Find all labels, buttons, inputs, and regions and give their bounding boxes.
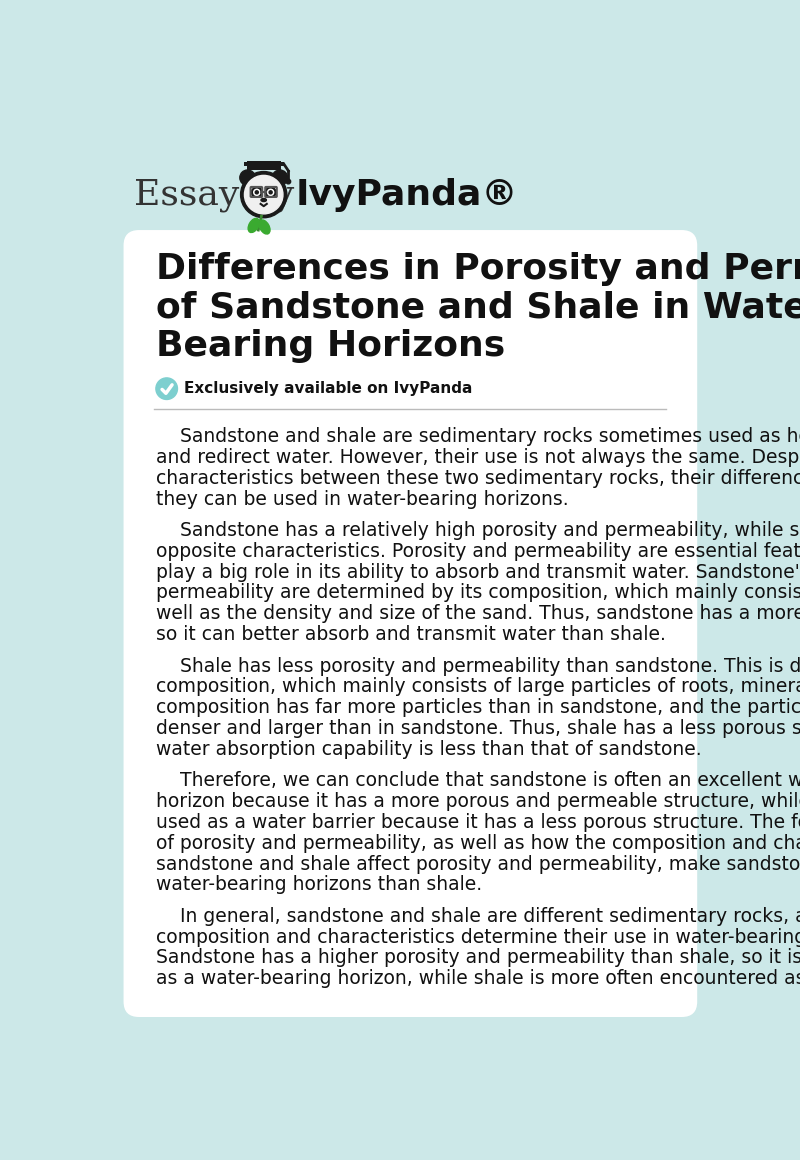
Text: of Sandstone and Shale in Water-: of Sandstone and Shale in Water-: [156, 290, 800, 324]
Text: permeability are determined by its composition, which mainly consists of free sa: permeability are determined by its compo…: [156, 583, 800, 602]
FancyBboxPatch shape: [244, 161, 284, 166]
Text: Differences in Porosity and Permeability: Differences in Porosity and Permeability: [156, 252, 800, 285]
Text: Sandstone has a relatively high porosity and permeability, while shale has the: Sandstone has a relatively high porosity…: [156, 521, 800, 541]
Circle shape: [286, 180, 290, 183]
Text: Exclusively available on IvyPanda: Exclusively available on IvyPanda: [184, 382, 472, 397]
FancyBboxPatch shape: [246, 161, 281, 171]
Text: Bearing Horizons: Bearing Horizons: [156, 328, 505, 363]
Circle shape: [156, 378, 178, 399]
Text: Sandstone and shale are sedimentary rocks sometimes used as horizons to retain: Sandstone and shale are sedimentary rock…: [156, 427, 800, 447]
Circle shape: [269, 190, 272, 194]
Text: sandstone and shale affect porosity and permeability, make sandstone more suitab: sandstone and shale affect porosity and …: [156, 855, 800, 873]
Text: Sandstone has a higher porosity and permeability than shale, so it is more often: Sandstone has a higher porosity and perm…: [156, 949, 800, 967]
Circle shape: [255, 190, 258, 194]
Text: Therefore, we can conclude that sandstone is often an excellent water-bearing: Therefore, we can conclude that sandston…: [156, 771, 800, 790]
Circle shape: [240, 171, 255, 186]
Text: play a big role in its ability to absorb and transmit water. Sandstone's porosit: play a big role in its ability to absorb…: [156, 563, 800, 581]
Text: of porosity and permeability, as well as how the composition and characteristics: of porosity and permeability, as well as…: [156, 834, 800, 853]
Circle shape: [254, 189, 260, 195]
Ellipse shape: [248, 218, 259, 232]
Text: water-bearing horizons than shale.: water-bearing horizons than shale.: [156, 876, 482, 894]
Text: as a water-bearing horizon, while shale is more often encountered as a water bar: as a water-bearing horizon, while shale …: [156, 970, 800, 988]
Text: water absorption capability is less than that of sandstone.: water absorption capability is less than…: [156, 740, 702, 759]
Circle shape: [267, 189, 274, 195]
Text: so it can better absorb and transmit water than shale.: so it can better absorb and transmit wat…: [156, 625, 666, 644]
FancyBboxPatch shape: [102, 139, 718, 235]
Text: used as a water barrier because it has a less porous structure. The following co: used as a water barrier because it has a…: [156, 813, 800, 832]
Ellipse shape: [261, 198, 266, 202]
Text: and redirect water. However, their use is not always the same. Despite the simil: and redirect water. However, their use i…: [156, 448, 800, 467]
Circle shape: [241, 172, 287, 218]
Text: IvyPanda®: IvyPanda®: [296, 177, 518, 211]
Text: opposite characteristics. Porosity and permeability are essential features of th: opposite characteristics. Porosity and p…: [156, 542, 800, 561]
Text: characteristics between these two sedimentary rocks, their differences determine: characteristics between these two sedime…: [156, 469, 800, 487]
Text: denser and larger than in sandstone. Thus, shale has a less porous structure, so: denser and larger than in sandstone. Thu…: [156, 719, 800, 738]
FancyBboxPatch shape: [123, 230, 698, 1017]
Text: well as the density and size of the sand. Thus, sandstone has a more porous stru: well as the density and size of the sand…: [156, 604, 800, 623]
Ellipse shape: [266, 187, 276, 197]
Text: horizon because it has a more porous and permeable structure, while shale might : horizon because it has a more porous and…: [156, 792, 800, 811]
Ellipse shape: [259, 220, 270, 234]
Text: composition and characteristics determine their use in water-bearing horizons.: composition and characteristics determin…: [156, 928, 800, 947]
Text: In general, sandstone and shale are different sedimentary rocks, and their: In general, sandstone and shale are diff…: [156, 907, 800, 926]
Circle shape: [245, 175, 283, 213]
Text: composition, which mainly consists of large particles of roots, minerals, and sh: composition, which mainly consists of la…: [156, 677, 800, 696]
Text: composition has far more particles than in sandstone, and the particles are much: composition has far more particles than …: [156, 698, 800, 717]
Text: they can be used in water-bearing horizons.: they can be used in water-bearing horizo…: [156, 490, 569, 508]
Ellipse shape: [251, 187, 262, 197]
Circle shape: [272, 171, 287, 186]
Text: Essay by: Essay by: [134, 177, 294, 212]
Text: Shale has less porosity and permeability than sandstone. This is due to its: Shale has less porosity and permeability…: [156, 657, 800, 675]
